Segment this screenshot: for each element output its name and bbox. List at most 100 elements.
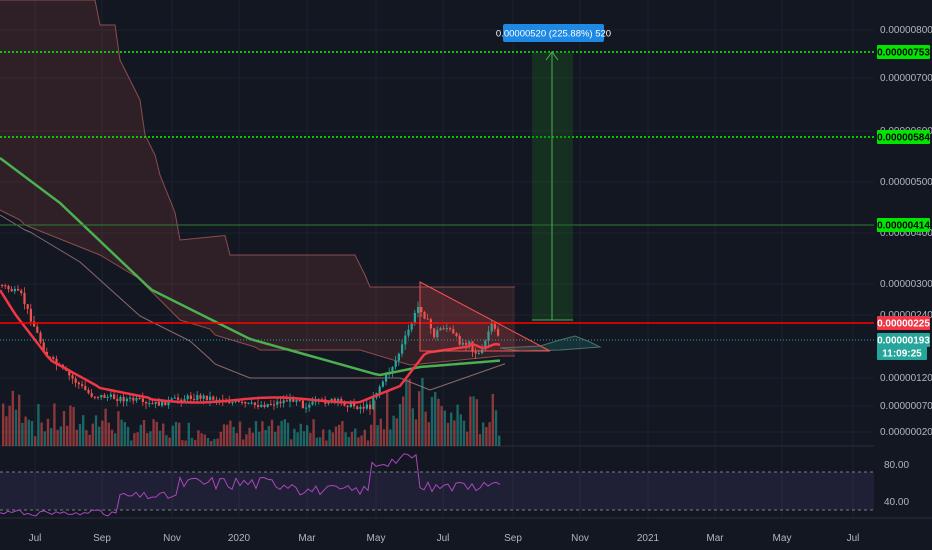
volume-bar: [168, 437, 171, 446]
candle-body: [97, 396, 100, 398]
candle-body: [100, 394, 103, 398]
volume-bar: [338, 424, 341, 446]
volume-bar: [344, 432, 347, 446]
candle-body: [135, 397, 138, 401]
volume-bar: [219, 431, 222, 446]
volume-bar: [235, 433, 238, 446]
volume-bar: [238, 421, 242, 446]
candle-body: [253, 402, 256, 406]
volume-bar: [450, 412, 453, 446]
volume-bar: [475, 399, 478, 446]
candle-body: [23, 293, 26, 305]
rsi-band: [0, 472, 874, 510]
candle-body: [477, 352, 480, 354]
volume-bar: [395, 418, 398, 446]
volume-bar: [226, 424, 229, 446]
candle-body: [365, 404, 368, 409]
candle-body: [215, 399, 218, 401]
volume-bar: [360, 435, 363, 446]
volume-bar: [184, 440, 187, 446]
badge-target-3: [877, 45, 930, 59]
candle-body: [173, 397, 176, 399]
volume-bar: [251, 432, 254, 446]
candle-body: [42, 342, 45, 352]
volume-bar: [478, 434, 482, 446]
candle-body: [77, 382, 80, 385]
measure-arrow-head: [545, 51, 559, 61]
triangle-shape[interactable]: [419, 281, 551, 352]
rsi-axis[interactable]: 80.00 40.00: [884, 460, 909, 508]
volume-bar: [197, 430, 200, 446]
rsi-pane[interactable]: [0, 453, 874, 517]
candle-body: [122, 396, 125, 402]
volume-bar: [258, 431, 261, 446]
candle-body: [311, 401, 314, 405]
rsi-tick-label: 80.00: [884, 460, 909, 471]
measure-tool[interactable]: 0.00000520 (225.88%) 520: [496, 24, 611, 321]
volume-bar: [446, 422, 450, 446]
candle-body: [471, 341, 474, 352]
candle-body: [164, 399, 167, 406]
volume-bar: [126, 426, 130, 446]
volume-bar: [213, 439, 216, 446]
candle-body: [228, 401, 231, 404]
candle-body: [353, 402, 356, 407]
volume-bar: [248, 427, 251, 446]
candle-body: [205, 395, 208, 401]
volume-bar: [133, 433, 136, 446]
measure-label: 0.00000520 (225.88%) 520: [496, 29, 611, 40]
cloud-bottom-line: [0, 209, 515, 366]
volume-bar: [136, 432, 139, 446]
volume-bar: [206, 437, 210, 446]
candle-body: [257, 405, 260, 408]
price-tick-label: 0.00000400: [880, 228, 932, 239]
candle-body: [55, 358, 58, 365]
candle-body: [305, 407, 308, 409]
candle-body: [442, 328, 445, 330]
volume-bar: [34, 436, 37, 446]
time-tick-label: Sep: [504, 533, 522, 544]
volume-bar: [190, 437, 194, 446]
candle-body: [1, 285, 4, 286]
volume-bar: [357, 437, 360, 446]
candle-body: [193, 398, 196, 400]
candle-body: [465, 342, 468, 345]
volume-bar: [309, 432, 312, 446]
volume-bar: [414, 419, 418, 446]
volume-bar: [158, 430, 162, 446]
price-tick-label: 0.00000240: [880, 310, 932, 321]
candle-body: [289, 397, 292, 402]
volume-bar: [437, 398, 440, 446]
volume-bar: [373, 400, 376, 446]
time-tick-label: 2021: [637, 533, 660, 544]
candle-body: [237, 400, 240, 402]
volume-bar: [408, 378, 411, 446]
candle-body: [151, 403, 154, 405]
time-axis[interactable]: Jul Sep Nov 2020 Mar May Jul Sep Nov 2021 Mar May Ju…: [0, 517, 932, 544]
candle-body: [116, 398, 119, 401]
candle-body: [209, 396, 212, 401]
time-tick-label: Jul: [437, 533, 450, 544]
candle-body: [407, 329, 410, 336]
candle-body: [4, 285, 7, 287]
candle-body: [279, 401, 282, 404]
volume-bar: [328, 429, 331, 446]
volume-bar: [318, 437, 322, 446]
volume-bar: [354, 428, 357, 446]
candle-body: [356, 406, 359, 409]
candle-body: [26, 304, 29, 309]
candle-body: [362, 406, 365, 409]
candle-body: [337, 398, 340, 401]
candle-body: [417, 307, 420, 313]
volume-bar: [155, 421, 158, 446]
candle-body: [113, 394, 116, 399]
volume-bar: [261, 421, 264, 446]
volume-bar: [56, 429, 59, 446]
candle-body: [177, 397, 180, 400]
volume-bar: [411, 408, 414, 446]
time-tick-label: Mar: [706, 533, 724, 544]
volume-bar: [350, 431, 354, 446]
candle-body: [452, 329, 455, 334]
triangle-drawing[interactable]: [419, 281, 551, 352]
